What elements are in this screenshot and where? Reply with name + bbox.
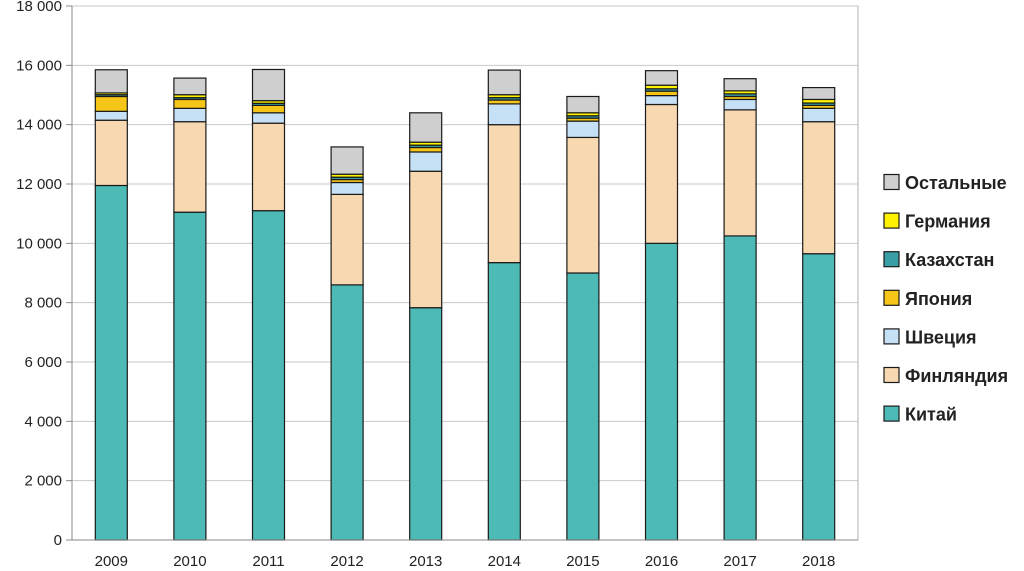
bar-segment: [723, 109, 757, 237]
x-tick-label: 2015: [566, 553, 599, 570]
bar-segment: [173, 107, 207, 123]
x-tick-label: 2010: [173, 553, 206, 570]
bar-segment: [723, 235, 757, 541]
bar-segment: [251, 104, 286, 114]
bar-segment: [566, 272, 600, 541]
bar-segment: [644, 94, 679, 106]
bar-segment: [330, 193, 364, 286]
bar-segment: [566, 120, 600, 139]
x-tick-label: 2013: [409, 553, 442, 570]
bar-segment: [330, 284, 364, 541]
bar-segment: [94, 69, 128, 94]
y-tick-label: 12 000: [16, 176, 62, 193]
legend-swatch: [883, 366, 900, 384]
legend-swatch: [883, 173, 900, 191]
bars: [94, 68, 836, 541]
bar-segment: [802, 253, 836, 541]
y-tick-label: 6 000: [24, 354, 62, 371]
y-tick-label: 4 000: [24, 413, 62, 430]
bar-segment: [487, 124, 521, 264]
bar-segment: [409, 170, 443, 309]
bar-segment: [251, 210, 286, 541]
x-tick-label: 2017: [723, 553, 756, 570]
bar-segment: [802, 86, 836, 101]
x-tick-label: 2014: [488, 553, 521, 570]
x-tick-label: 2012: [330, 553, 363, 570]
bar-segment: [723, 78, 757, 92]
bar-segment: [409, 307, 443, 541]
bar-segment: [487, 262, 521, 541]
legend-label: Финляндия: [905, 366, 1008, 386]
bar-segment: [94, 119, 128, 187]
bar-segment: [644, 103, 679, 244]
bar-segment: [94, 95, 128, 112]
legend-label: Германия: [905, 212, 991, 232]
y-tick-label: 10 000: [16, 235, 62, 252]
y-tick-label: 18 000: [16, 0, 62, 15]
bar-segment: [94, 110, 128, 121]
legend-label: Китай: [905, 405, 957, 425]
x-axis: 2009 2010 2011 2012 2013 2014 2015 2016 2017 2018: [72, 539, 858, 570]
bar-segment: [409, 151, 443, 172]
x-tick-label: 2018: [802, 553, 835, 570]
y-tick-label: 2 000: [24, 473, 62, 490]
legend: Остальные Германия Казахстан Япония Швеция Фи…: [883, 173, 1008, 425]
bar-segment: [251, 112, 286, 124]
bar-segment: [94, 184, 128, 541]
bar-segment: [330, 146, 364, 175]
bar-segment: [644, 90, 679, 97]
y-tick-label: 0: [54, 532, 62, 549]
bar-segment: [173, 121, 207, 213]
y-tick-label: 8 000: [24, 295, 62, 312]
x-tick-label: 2009: [95, 553, 128, 570]
bar-segment: [723, 98, 757, 111]
bar-segment: [251, 122, 286, 212]
bar-segment: [330, 181, 364, 195]
bar-segment: [802, 121, 836, 255]
y-tick-label: 16 000: [16, 57, 62, 74]
legend-swatch: [883, 289, 900, 306]
bar-segment: [173, 211, 207, 541]
x-tick-label: 2011: [252, 553, 284, 570]
legend-swatch: [883, 212, 900, 229]
bar-segment: [644, 242, 679, 541]
legend-label: Остальные: [905, 173, 1007, 193]
bar-segment: [409, 112, 443, 143]
legend-swatch: [883, 251, 900, 268]
legend-swatch: [883, 405, 900, 422]
bar-segment: [644, 70, 679, 86]
legend-label: Казахстан: [905, 250, 994, 270]
legend-swatch: [883, 328, 900, 345]
bar-segment: [487, 69, 521, 96]
bar-segment: [566, 95, 600, 114]
legend-label: Швеция: [905, 327, 977, 347]
legend-label: Япония: [905, 289, 972, 309]
bar-segment: [173, 98, 207, 109]
y-tick-label: 14 000: [16, 117, 62, 134]
bar-segment: [251, 68, 286, 102]
bar-segment: [802, 107, 836, 123]
bar-segment: [409, 146, 443, 153]
bar-segment: [487, 103, 521, 126]
bar-segment: [566, 136, 600, 274]
x-tick-label: 2016: [645, 553, 678, 570]
y-axis: 0 2 000 4 000 6 000 8 000 10 000 12 000 14 000 1…: [16, 0, 73, 549]
bar-segment: [173, 77, 207, 96]
